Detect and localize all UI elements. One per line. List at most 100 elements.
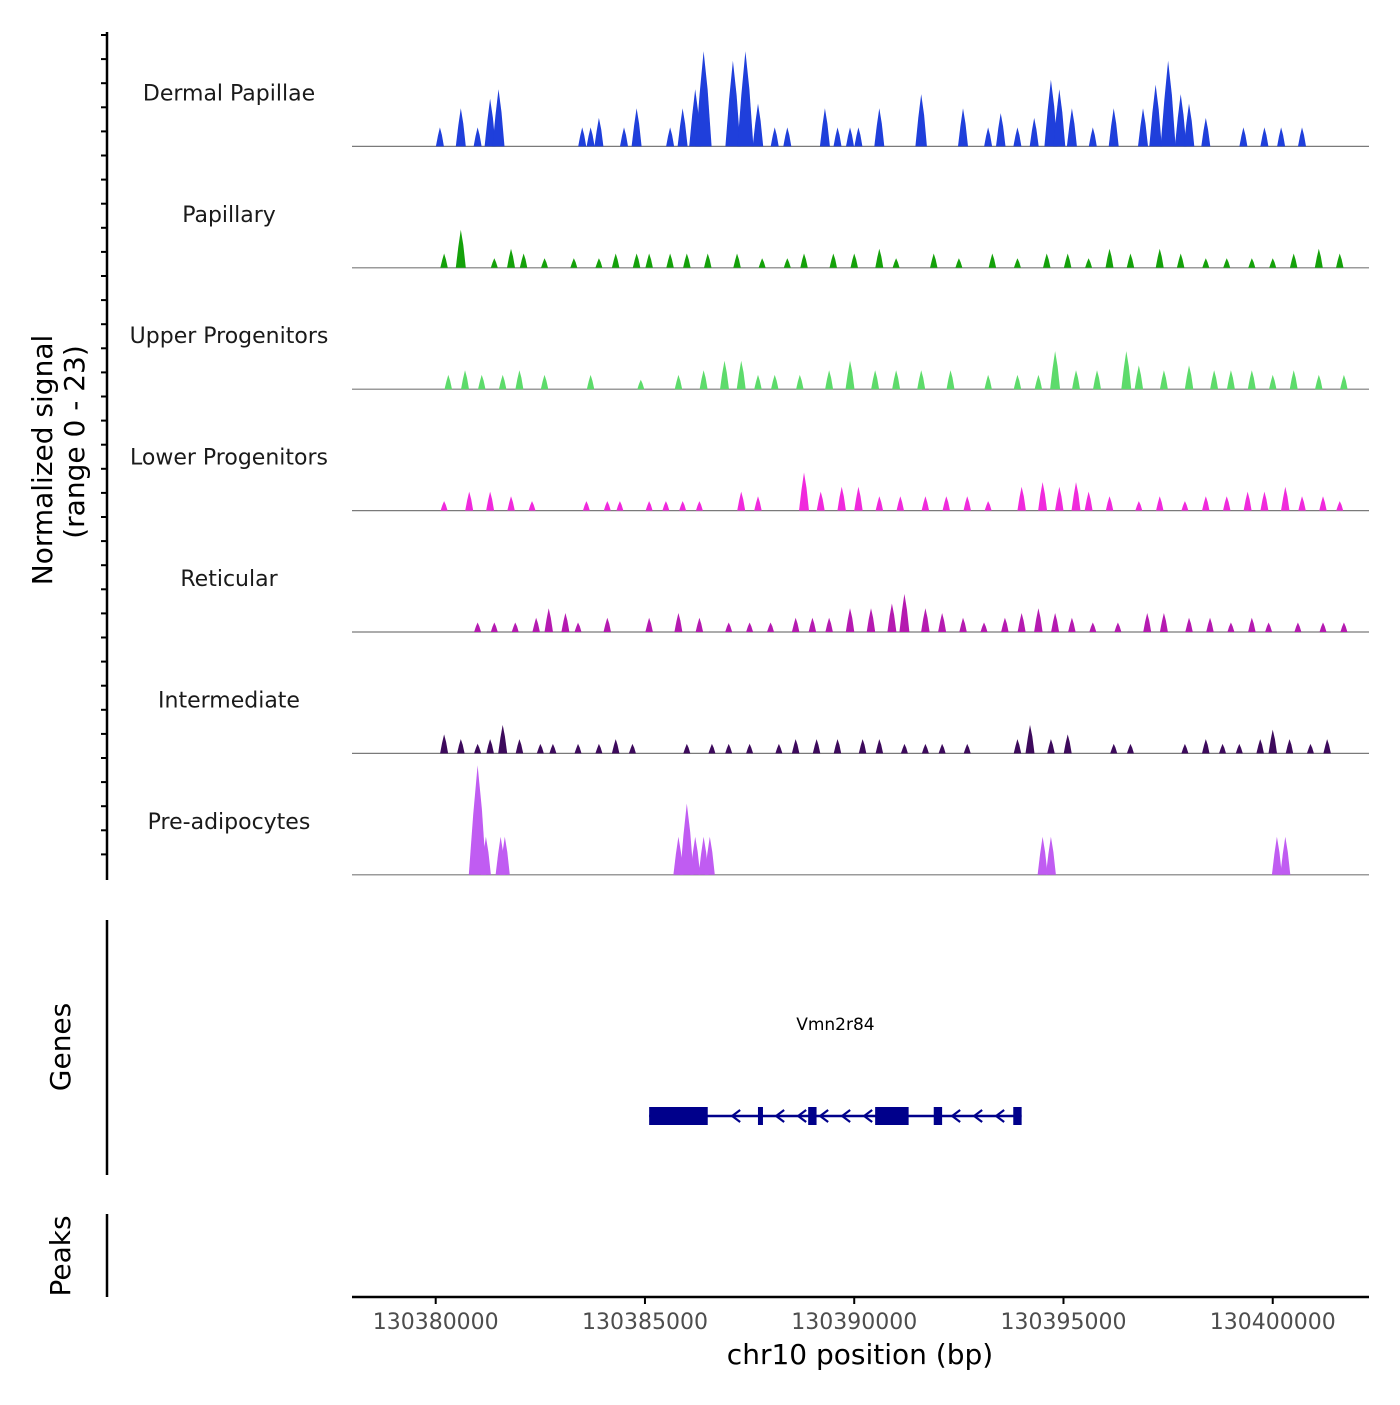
strand-arrow: [972, 1109, 983, 1123]
signal-peak: [874, 108, 885, 147]
signal-peak: [1055, 486, 1064, 511]
signal-peak: [725, 60, 741, 147]
signal-peak: [1181, 501, 1189, 511]
signal-peak: [854, 486, 863, 511]
signal-peak: [578, 127, 587, 147]
strand-arrow: [818, 1109, 829, 1123]
signal-peak: [736, 360, 746, 390]
signal-peak: [1105, 496, 1114, 511]
signal-peak: [440, 734, 449, 754]
signal-peak: [1068, 617, 1076, 632]
signal-peak: [758, 258, 766, 268]
signal-peak: [899, 593, 910, 632]
x-tick-label: 130400000: [1210, 1310, 1336, 1335]
signal-peak: [1105, 248, 1114, 268]
signal-peak: [1013, 739, 1022, 754]
signal-peak: [845, 608, 855, 632]
signal-peak: [754, 496, 762, 511]
signal-peak: [474, 743, 482, 754]
signal-peak: [674, 374, 683, 390]
signal-peak: [845, 360, 855, 390]
signal-peak: [930, 253, 938, 268]
signal-peak: [938, 743, 946, 754]
signal-peak: [984, 127, 993, 147]
signal-peak: [963, 743, 971, 754]
signal-peak: [645, 253, 653, 268]
x-tick-label: 130380000: [373, 1310, 499, 1335]
signal-peak: [1156, 496, 1164, 511]
signal-peak: [1013, 258, 1021, 268]
gene-track: Vmn2r84: [649, 1015, 1022, 1125]
signal-peak: [812, 739, 821, 754]
signal-peak: [708, 743, 716, 754]
gene-vmn2r84: Vmn2r84: [649, 1015, 1022, 1125]
signal-peak: [896, 496, 904, 511]
signal-peak: [791, 739, 800, 754]
signal-peak: [1223, 258, 1231, 268]
gene-exon: [808, 1107, 817, 1125]
signal-peak: [1149, 84, 1162, 147]
signal-peak: [1285, 739, 1294, 754]
signal-peak: [1210, 370, 1219, 390]
signal-peak: [1034, 608, 1043, 632]
signal-peak: [620, 127, 628, 147]
signal-peak: [1072, 370, 1080, 390]
signal-peak: [455, 108, 466, 147]
signal-peak: [1248, 617, 1256, 632]
signal-peak: [637, 379, 645, 390]
signal-peak: [829, 253, 837, 268]
signal-peak: [536, 743, 544, 754]
signal-peak: [473, 127, 482, 147]
signal-peak: [1084, 491, 1093, 511]
signal-peak: [1143, 613, 1152, 632]
signal-peak: [866, 608, 876, 632]
signal-peak: [1126, 743, 1134, 754]
signal-peak: [1235, 743, 1243, 754]
signal-peak: [1280, 836, 1291, 875]
signal-peak: [808, 617, 817, 632]
signal-peak: [594, 117, 604, 147]
signal-peak: [683, 253, 691, 268]
signal-peak: [775, 743, 783, 754]
track-reticular: Reticular: [180, 567, 1369, 633]
signal-peak: [645, 501, 653, 511]
signal-peak: [574, 743, 582, 754]
track-label: Pre-adipocytes: [148, 810, 311, 835]
signal-peak: [1025, 724, 1035, 754]
signal-peak: [921, 496, 930, 511]
signal-peak: [1227, 622, 1235, 632]
signal-peak: [586, 374, 595, 390]
signal-peak: [1044, 79, 1058, 147]
strand-arrow: [840, 1109, 851, 1123]
track-label: Dermal Papillae: [143, 81, 315, 106]
signal-peak: [958, 108, 968, 147]
signal-peak: [887, 603, 897, 632]
signal-peak: [1126, 253, 1135, 268]
signal-peak: [917, 370, 926, 390]
signal-peak: [942, 496, 950, 511]
signal-peak: [440, 501, 448, 511]
signal-peak: [444, 374, 452, 390]
strand-arrow: [950, 1109, 961, 1123]
signal-peak: [1037, 836, 1048, 875]
signal-peak: [1268, 729, 1277, 754]
signal-peak: [1181, 743, 1189, 754]
gene-exon: [757, 1107, 763, 1125]
signal-peak: [507, 496, 515, 511]
signal-peak: [699, 370, 708, 390]
signal-peak: [1271, 836, 1282, 875]
signal-peak: [570, 258, 578, 268]
strand-arrow: [730, 1109, 741, 1123]
signal-peak: [796, 374, 804, 390]
signal-peak: [1066, 108, 1077, 147]
signal-peak: [499, 836, 510, 875]
signal-peak: [1183, 103, 1195, 147]
signal-peak: [892, 258, 900, 268]
signal-peak: [980, 622, 988, 632]
signal-peak: [704, 253, 712, 268]
signal-peak: [611, 253, 620, 268]
strand-arrow: [994, 1109, 1005, 1123]
signal-peak: [540, 374, 549, 390]
signal-peak: [791, 617, 800, 632]
x-tick-label: 130385000: [582, 1310, 708, 1335]
